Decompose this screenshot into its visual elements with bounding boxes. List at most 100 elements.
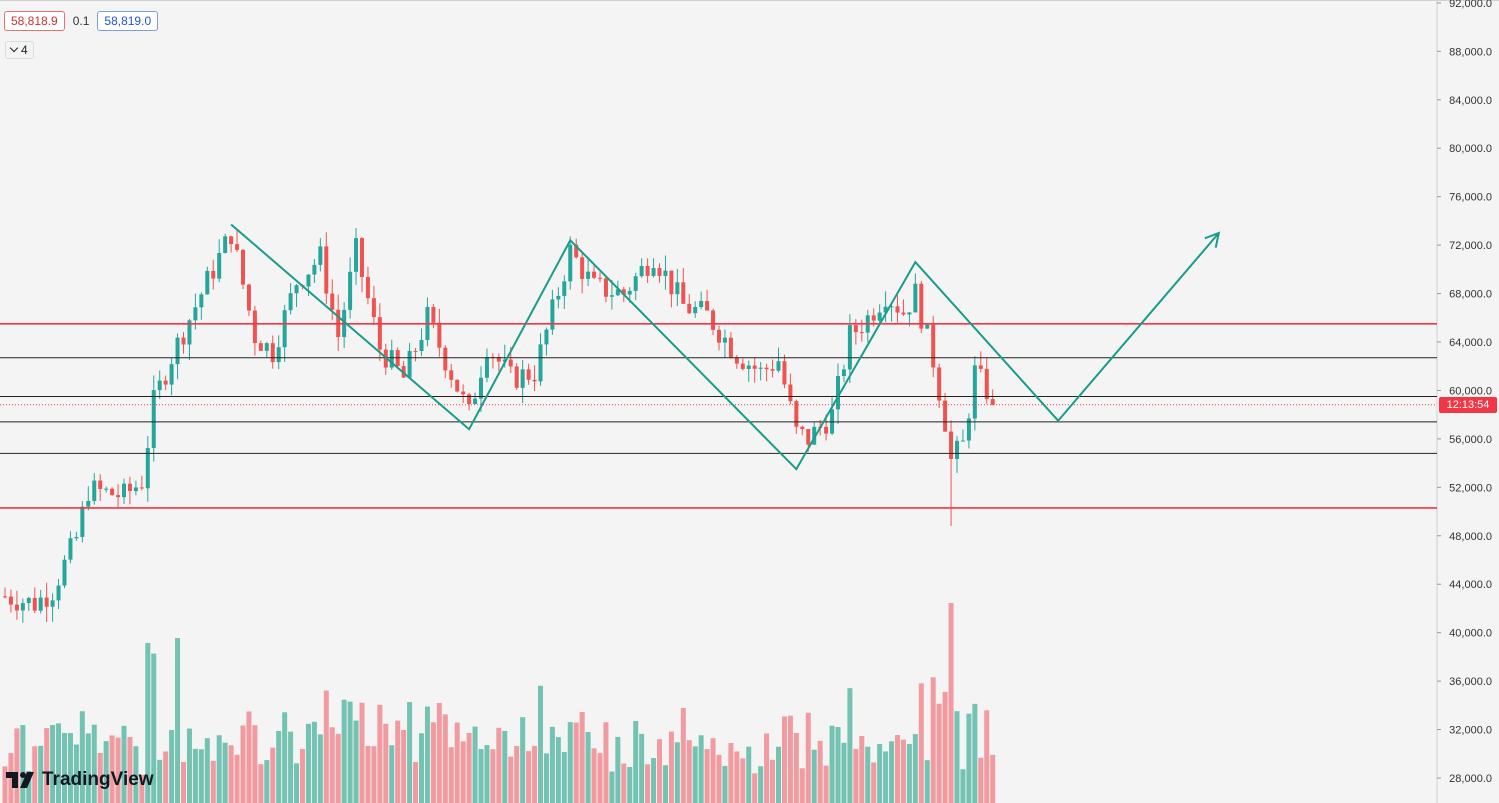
candle-body <box>532 379 537 382</box>
volume-bar <box>900 739 906 803</box>
volume-bar <box>91 724 97 803</box>
volume-bar <box>365 745 371 803</box>
candle-body <box>431 306 436 323</box>
candle-body <box>949 431 954 459</box>
volume-bar <box>651 758 657 803</box>
volume-bar <box>532 745 538 803</box>
candle-body <box>693 307 698 314</box>
volume-bar <box>311 721 317 803</box>
y-tick-label: 60,000.0 <box>1449 385 1492 397</box>
tv-logo-icon <box>6 772 34 788</box>
volume-bar <box>776 746 781 803</box>
candle-body <box>205 270 210 295</box>
volume-bar <box>942 691 948 803</box>
volume-bar <box>472 726 478 803</box>
candle-body <box>508 359 513 367</box>
candle-body <box>639 266 644 277</box>
volume-bar <box>38 745 44 803</box>
candle-body <box>127 483 132 492</box>
candle-body <box>479 377 483 399</box>
volume-bar <box>787 715 793 803</box>
candle-body <box>68 538 73 560</box>
candle-body <box>181 337 186 345</box>
volume-bar <box>823 765 829 803</box>
candle-body <box>38 597 43 611</box>
volume-bar <box>163 751 169 803</box>
indicators-toggle[interactable]: 4 <box>5 41 34 59</box>
volume-bar <box>341 699 347 803</box>
candle-body <box>449 370 454 380</box>
candle-body <box>288 293 293 311</box>
volume-bar <box>924 760 930 803</box>
volume-bar <box>585 731 591 803</box>
candle-body <box>169 364 174 385</box>
volume-bar <box>674 742 680 803</box>
candle-body <box>145 448 150 489</box>
candle-body <box>193 307 198 321</box>
volume-bar <box>859 735 865 803</box>
volume-bar <box>323 690 329 803</box>
volume-bar <box>407 702 413 803</box>
y-tick-label: 88,000.0 <box>1449 46 1492 58</box>
volume-bar <box>73 744 79 803</box>
candle-body <box>163 380 168 385</box>
volume-bar <box>906 743 912 803</box>
volume-bar <box>347 701 353 803</box>
candle-body <box>633 276 638 291</box>
volume-bar <box>424 706 430 803</box>
candle-body <box>199 294 204 308</box>
y-tick-label: 44,000.0 <box>1449 579 1492 591</box>
candle-body <box>461 391 466 395</box>
candle-body <box>651 268 656 276</box>
candle-body <box>443 347 448 371</box>
volume-bar <box>645 764 651 803</box>
volume-bar <box>990 754 996 803</box>
volume-bar <box>282 712 288 803</box>
candle-body <box>32 597 37 611</box>
candle-body <box>800 426 805 430</box>
volume-bar <box>698 735 704 803</box>
candle-body <box>853 325 858 333</box>
candle-body <box>859 332 864 334</box>
candle-body <box>133 487 138 492</box>
volume-bar <box>222 742 228 803</box>
volume-bar <box>817 740 823 803</box>
candle-body <box>699 300 704 308</box>
candle-body <box>217 252 222 279</box>
volume-bar <box>543 753 549 803</box>
candle-body <box>44 597 49 607</box>
volume-bar <box>127 736 133 803</box>
candle-body <box>764 367 769 370</box>
indicator-count: 4 <box>21 43 28 57</box>
sell-price[interactable]: 58,818.9 <box>4 11 65 31</box>
volume-bar <box>841 742 847 803</box>
candle-body <box>62 559 67 586</box>
zigzag-projection-line <box>230 223 1220 471</box>
volume-bar <box>246 711 252 803</box>
volume-bar <box>67 733 73 803</box>
volume-bar <box>889 741 895 803</box>
buy-price[interactable]: 58,819.0 <box>97 11 159 31</box>
quote-bar: 58,818.9 0.1 58,819.0 <box>4 11 159 31</box>
candle-body <box>241 249 245 285</box>
candle-body <box>246 284 251 311</box>
candle-body <box>484 356 489 378</box>
volume-bar <box>109 735 115 803</box>
volume-bar <box>966 713 972 803</box>
candle-body <box>663 270 668 276</box>
candle-body <box>687 303 692 314</box>
y-tick-label: 92,000.0 <box>1449 0 1492 10</box>
volume-bar <box>329 727 335 803</box>
volume-bar <box>210 760 216 803</box>
candle-body <box>681 282 686 304</box>
volume-bar <box>32 746 38 803</box>
candle-body <box>598 277 602 279</box>
volume-bar <box>567 722 573 803</box>
candle-body <box>913 283 918 313</box>
candle-body <box>14 604 19 611</box>
volume-bar <box>484 745 490 803</box>
volume-bar <box>657 739 662 803</box>
tradingview-logo[interactable]: TradingView <box>6 769 154 791</box>
volume-bar <box>758 766 764 803</box>
